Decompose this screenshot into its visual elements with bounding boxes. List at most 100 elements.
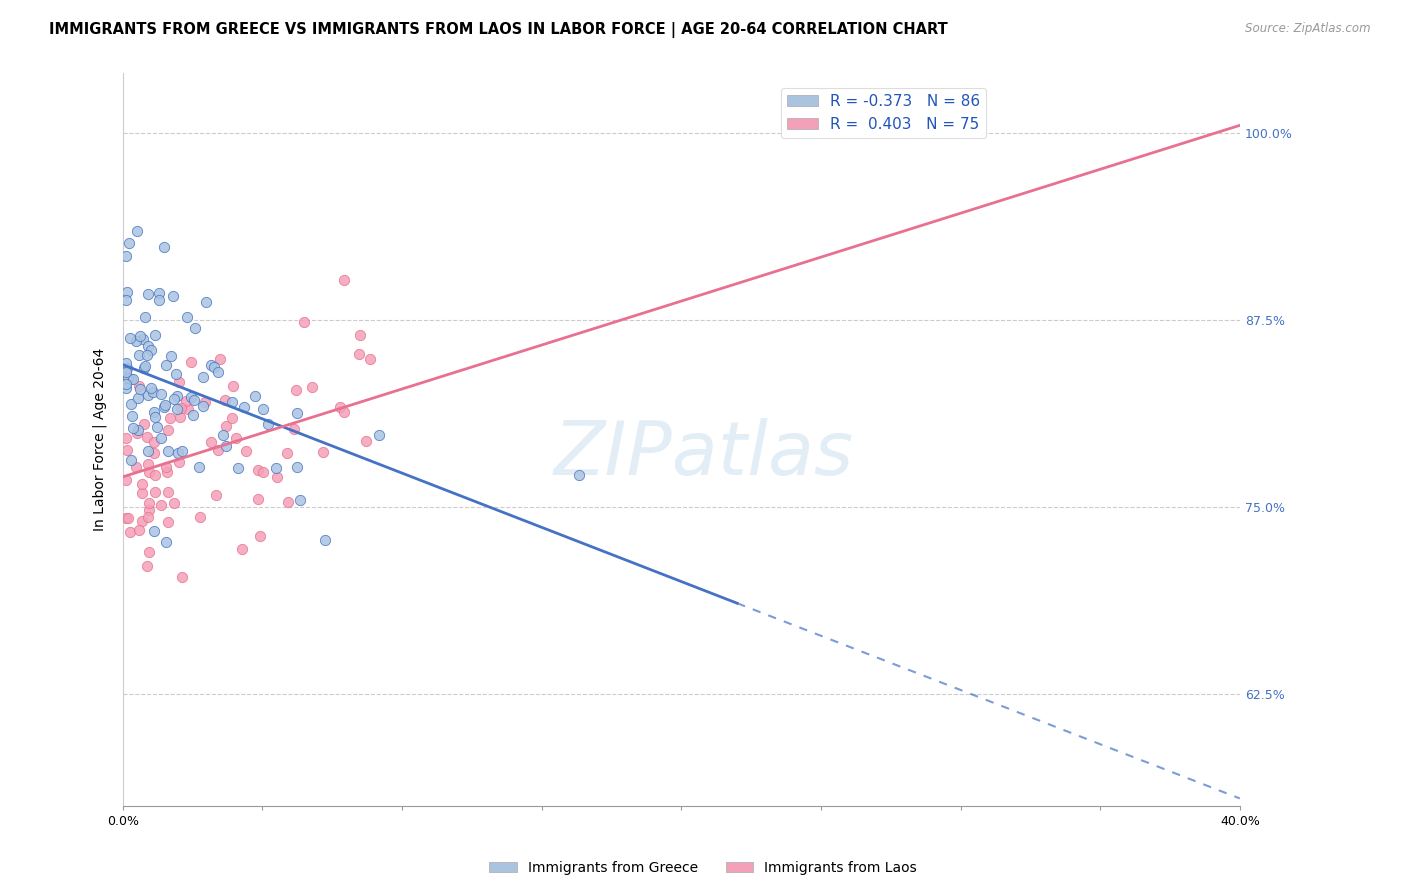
Point <box>134 361 156 376</box>
Point <box>301 380 323 394</box>
Point <box>249 529 271 543</box>
Point <box>211 428 233 442</box>
Point <box>215 439 238 453</box>
Point <box>226 461 249 475</box>
Point <box>114 356 136 370</box>
Point <box>125 459 148 474</box>
Point <box>143 435 166 450</box>
Point <box>149 499 172 513</box>
Point <box>150 387 173 401</box>
Legend: Immigrants from Greece, Immigrants from Laos: Immigrants from Greece, Immigrants from … <box>484 855 922 880</box>
Point <box>143 524 166 538</box>
Point <box>155 459 177 474</box>
Point <box>183 408 205 422</box>
Point <box>136 510 159 524</box>
Point <box>115 249 138 263</box>
Point <box>193 370 215 384</box>
Point <box>138 466 160 480</box>
Point <box>134 359 156 373</box>
Point <box>117 236 139 251</box>
Point <box>204 487 226 501</box>
Point <box>136 287 159 301</box>
Point <box>114 431 136 445</box>
Point <box>139 343 162 358</box>
Point <box>172 570 194 584</box>
Point <box>114 293 136 307</box>
Y-axis label: In Labor Force | Age 20-64: In Labor Force | Age 20-64 <box>93 348 107 531</box>
Point <box>131 514 153 528</box>
Point <box>285 460 308 475</box>
Point <box>136 457 159 471</box>
Point <box>314 533 336 547</box>
Point <box>114 381 136 395</box>
Point <box>277 495 299 509</box>
Point <box>243 389 266 403</box>
Point <box>359 351 381 366</box>
Point <box>114 511 136 525</box>
Point <box>121 409 143 424</box>
Point <box>207 365 229 379</box>
Point <box>194 295 217 310</box>
Point <box>125 224 148 238</box>
Point <box>200 435 222 450</box>
Point <box>207 442 229 457</box>
Point <box>129 383 152 397</box>
Point <box>160 349 183 363</box>
Point <box>176 310 198 325</box>
Point <box>148 285 170 300</box>
Point <box>138 496 160 510</box>
Point <box>231 542 253 557</box>
Point <box>153 239 176 253</box>
Point <box>233 400 256 414</box>
Point <box>139 382 162 396</box>
Point <box>136 558 159 573</box>
Point <box>117 511 139 525</box>
Point <box>143 468 166 483</box>
Point <box>122 421 145 435</box>
Point <box>221 411 243 425</box>
Point <box>125 425 148 440</box>
Point <box>292 315 315 329</box>
Point <box>131 486 153 500</box>
Point <box>148 293 170 307</box>
Point <box>120 397 142 411</box>
Point <box>221 395 243 409</box>
Point <box>332 273 354 287</box>
Text: IMMIGRANTS FROM GREECE VS IMMIGRANTS FROM LAOS IN LABOR FORCE | AGE 20-64 CORREL: IMMIGRANTS FROM GREECE VS IMMIGRANTS FRO… <box>49 22 948 38</box>
Point <box>183 321 205 335</box>
Point <box>136 348 159 362</box>
Point <box>129 328 152 343</box>
Point <box>128 379 150 393</box>
Point <box>120 371 142 385</box>
Point <box>115 361 138 376</box>
Point <box>155 534 177 549</box>
Point <box>134 417 156 431</box>
Text: Source: ZipAtlas.com: Source: ZipAtlas.com <box>1246 22 1371 36</box>
Point <box>138 503 160 517</box>
Point <box>283 421 305 435</box>
Point <box>143 410 166 425</box>
Point <box>128 523 150 537</box>
Point <box>114 376 136 391</box>
Point <box>159 411 181 425</box>
Point <box>153 398 176 412</box>
Point <box>136 443 159 458</box>
Point <box>368 428 391 442</box>
Point <box>170 401 193 415</box>
Point <box>276 446 298 460</box>
Point <box>284 383 307 397</box>
Point <box>157 515 180 529</box>
Point <box>121 371 143 385</box>
Point <box>208 351 231 366</box>
Point <box>246 492 269 507</box>
Point <box>142 385 165 400</box>
Point <box>264 460 287 475</box>
Point <box>246 463 269 477</box>
Point <box>117 370 139 384</box>
Point <box>329 400 352 414</box>
Point <box>347 347 370 361</box>
Point <box>166 401 188 416</box>
Point <box>183 392 205 407</box>
Point <box>163 392 186 406</box>
Point <box>288 493 311 508</box>
